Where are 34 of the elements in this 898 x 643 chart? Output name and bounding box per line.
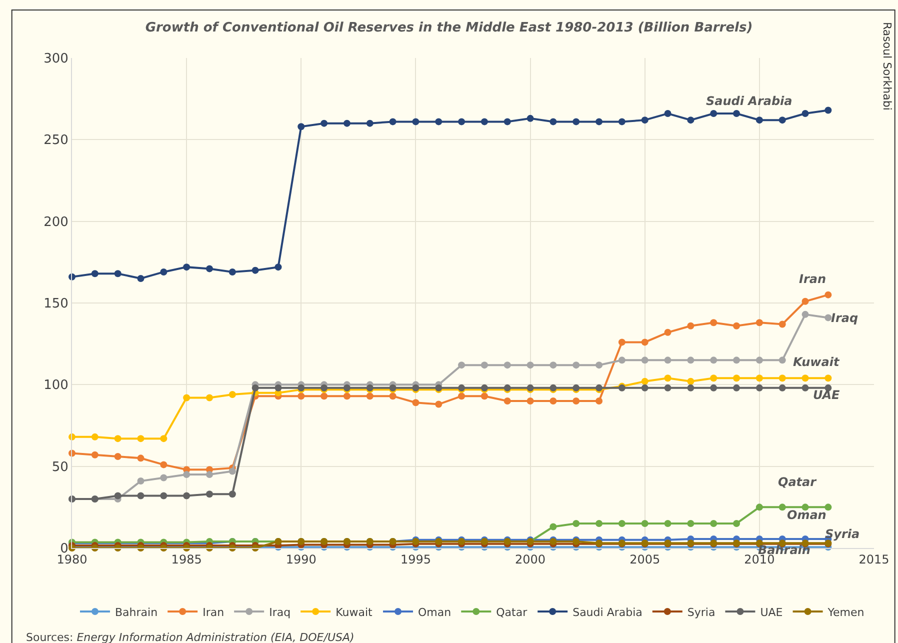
legend-label: Iraq — [269, 606, 291, 619]
legend-label: Bahrain — [115, 606, 158, 619]
annotation: Kuwait — [793, 355, 840, 369]
legend-label: Syria — [687, 606, 716, 619]
annotation: Saudi Arabia — [706, 94, 792, 108]
legend-label: Oman — [418, 606, 452, 619]
legend-label: UAE — [760, 606, 783, 619]
x-tick-label: 2015 — [858, 552, 890, 566]
x-tick-label: 2005 — [630, 552, 660, 566]
y-tick-label: 100 — [44, 378, 68, 394]
annotation: Syria — [825, 527, 860, 541]
x-tick-label: 1980 — [56, 552, 88, 566]
legend-label: Yemen — [826, 606, 864, 619]
x-tick-label: 1985 — [171, 552, 202, 566]
y-tick-label: 200 — [44, 214, 68, 230]
chart-title: Growth of Conventional Oil Reserves in the Middle East 1980-2013 (Billion Barrels) — [145, 20, 753, 36]
legend-label: Qatar — [496, 606, 528, 619]
x-tick-label: 1990 — [286, 552, 316, 566]
x-tick-label: 1995 — [400, 552, 431, 566]
legend-label: Kuwait — [336, 606, 374, 619]
legend-label: Saudi Arabia — [572, 606, 642, 619]
annotation: Oman — [787, 508, 826, 522]
annotation: UAE — [813, 388, 840, 402]
annotation: Qatar — [778, 475, 818, 489]
y-tick-label: 250 — [44, 133, 68, 148]
legend-label: Iran — [202, 606, 224, 619]
y-tick-label: 150 — [44, 296, 68, 312]
text: Rasoul Sorkhabi — [880, 22, 894, 110]
annotation: Iraq — [831, 311, 858, 325]
x-tick-label: 2000 — [515, 552, 546, 566]
annotation: Iran — [799, 272, 826, 286]
y-tick-label: 300 — [44, 52, 68, 67]
source-note: Sources: Energy Information Administration (EIA, DOE/USA) — [26, 631, 354, 643]
y-tick-label: 50 — [52, 460, 68, 475]
